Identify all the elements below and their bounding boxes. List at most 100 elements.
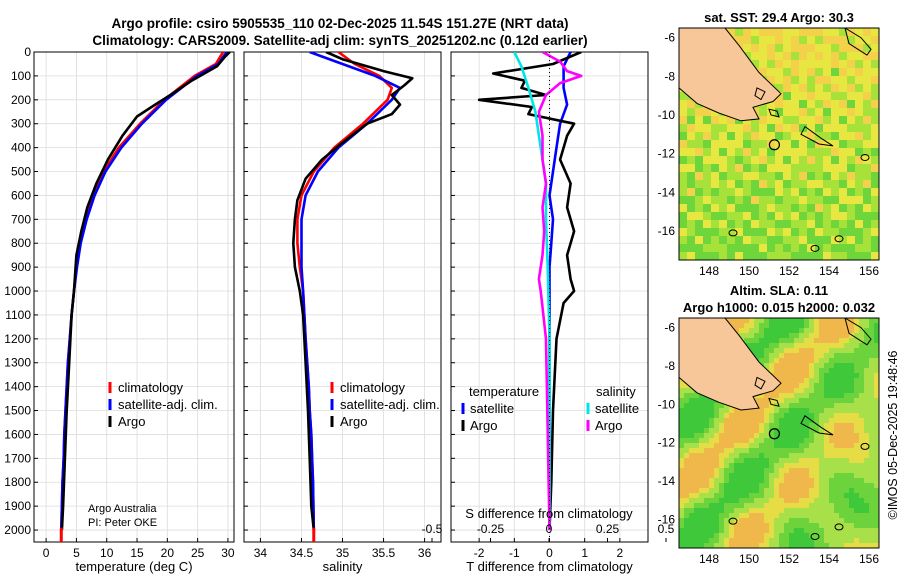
map-cell	[874, 473, 879, 478]
map-cell	[759, 212, 767, 220]
map-cell	[855, 28, 863, 36]
x-tick-label: 0	[546, 546, 553, 560]
map-cell	[789, 418, 794, 423]
map-cell	[799, 418, 804, 423]
map-cell	[759, 433, 764, 438]
map-cell	[767, 148, 775, 156]
map-cell	[729, 513, 734, 518]
map-cell	[864, 543, 869, 548]
map-cell	[871, 68, 879, 76]
map-cell	[854, 503, 859, 508]
map-cell	[794, 508, 799, 513]
map-cell	[695, 172, 703, 180]
x-axis-label: salinity	[323, 559, 363, 574]
map-cell	[754, 533, 759, 538]
map-cell	[809, 528, 814, 533]
map-cell	[743, 44, 751, 52]
map-cell	[839, 393, 844, 398]
map-cell	[775, 236, 783, 244]
map-cell	[859, 348, 864, 353]
map-cell	[759, 438, 764, 443]
map-cell	[764, 473, 769, 478]
map-lat-label: -8	[664, 69, 675, 83]
map-cell	[699, 498, 704, 503]
map-cell	[791, 36, 799, 44]
map-cell	[807, 172, 815, 180]
map-cell	[849, 383, 854, 388]
map-cell	[699, 508, 704, 513]
map-cell	[854, 373, 859, 378]
map-cell	[844, 373, 849, 378]
map-cell	[784, 438, 789, 443]
map2-title2: Argo h1000: 0.015 h2000: 0.032	[683, 300, 875, 315]
map-cell	[844, 353, 849, 358]
map-cell	[687, 124, 695, 132]
map-cell	[789, 333, 794, 338]
map-cell	[864, 533, 869, 538]
map-cell	[849, 483, 854, 488]
map-cell	[709, 518, 714, 523]
map-cell	[759, 252, 767, 260]
map-cell	[819, 403, 824, 408]
map-cell	[819, 323, 824, 328]
map-cell	[824, 458, 829, 463]
map-cell	[831, 28, 839, 36]
map-cell	[759, 458, 764, 463]
map-cell	[794, 333, 799, 338]
map-cell	[694, 408, 699, 413]
map-cell	[823, 180, 831, 188]
legend-label: Argo	[340, 414, 367, 429]
map-cell	[744, 503, 749, 508]
map-cell	[804, 443, 809, 448]
map-cell	[854, 498, 859, 503]
map-cell	[679, 180, 687, 188]
map-cell	[831, 196, 839, 204]
map-cell	[789, 368, 794, 373]
map-cell	[744, 433, 749, 438]
map-cell	[735, 164, 743, 172]
map-cell	[869, 378, 874, 383]
map-cell	[719, 164, 727, 172]
map-cell	[714, 523, 719, 528]
map-cell	[727, 204, 735, 212]
map-cell	[863, 132, 871, 140]
map-cell	[819, 348, 824, 353]
map-cell	[734, 453, 739, 458]
map-cell	[874, 403, 879, 408]
map-cell	[829, 388, 834, 393]
map-cell	[847, 188, 855, 196]
map-cell	[774, 333, 779, 338]
map-cell	[799, 458, 804, 463]
map-cell	[819, 398, 824, 403]
map-cell	[729, 413, 734, 418]
map-cell	[689, 438, 694, 443]
map-cell	[839, 140, 847, 148]
map-cell	[804, 533, 809, 538]
map-cell	[804, 483, 809, 488]
map-cell	[789, 353, 794, 358]
map-cell	[694, 483, 699, 488]
map-cell	[711, 220, 719, 228]
map-cell	[855, 52, 863, 60]
map-cell	[709, 418, 714, 423]
map-cell	[863, 92, 871, 100]
map-cell	[829, 488, 834, 493]
map-cell	[684, 438, 689, 443]
map-cell	[809, 413, 814, 418]
map-cell	[759, 398, 764, 403]
map-cell	[679, 518, 684, 523]
map-cell	[734, 503, 739, 508]
map-cell	[709, 473, 714, 478]
map-cell	[775, 124, 783, 132]
map-cell	[864, 438, 869, 443]
map-cell	[679, 438, 684, 443]
map-cell	[735, 180, 743, 188]
series-group	[291, 52, 414, 531]
map-cell	[794, 378, 799, 383]
map-cell	[724, 478, 729, 483]
map-cell	[864, 473, 869, 478]
map-cell	[839, 100, 847, 108]
map-cell	[759, 60, 767, 68]
map-cell	[751, 196, 759, 204]
map-cell	[695, 212, 703, 220]
